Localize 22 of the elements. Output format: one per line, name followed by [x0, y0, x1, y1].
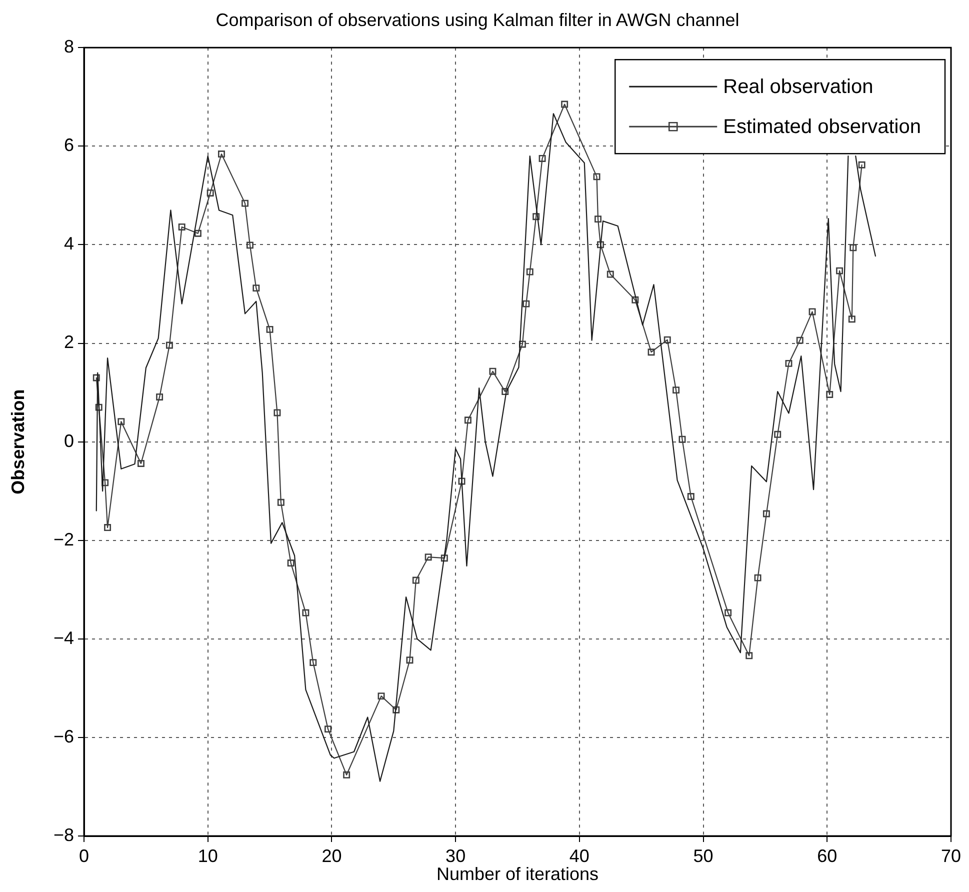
- y-tick-label: 6: [64, 135, 74, 156]
- x-tick-label: 40: [569, 846, 590, 866]
- x-tick-label: 10: [198, 846, 218, 866]
- x-tick-label: 60: [817, 846, 838, 866]
- legend-label: Estimated observation: [723, 116, 922, 138]
- y-tick-label: −2: [53, 529, 74, 550]
- x-tick-label: 50: [693, 846, 714, 866]
- chart-title: Comparison of observations using Kalman filter in AWGN channel: [216, 10, 740, 30]
- y-tick-label: 0: [64, 430, 74, 451]
- x-tick-label: 0: [78, 846, 90, 866]
- y-tick-label: −8: [53, 824, 74, 845]
- x-tick-label: 20: [322, 846, 342, 866]
- x-axis-title: Number of iterations: [436, 864, 599, 884]
- y-tick-label: 2: [64, 332, 74, 352]
- y-tick-label: 4: [64, 234, 74, 254]
- y-tick-label: −4: [53, 628, 74, 648]
- x-tick-label: 30: [446, 846, 466, 866]
- legend-label: Real observation: [723, 76, 874, 98]
- y-axis-title: Observation: [8, 389, 28, 494]
- y-tick-label: 8: [64, 36, 74, 57]
- x-tick-label: 70: [940, 846, 962, 866]
- y-tick-label: −6: [53, 726, 74, 746]
